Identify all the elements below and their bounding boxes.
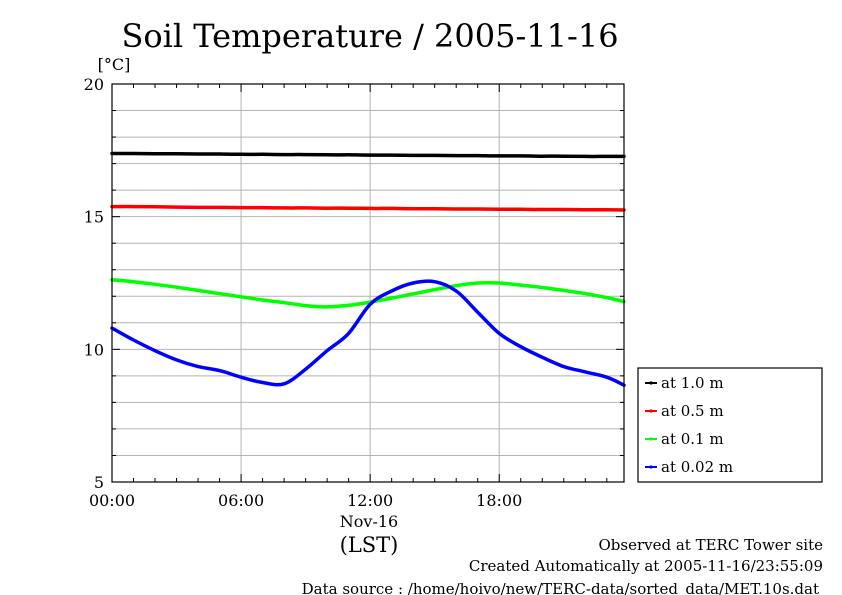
legend-box [637,367,823,483]
legend-label: at 0.02 m [661,458,733,476]
x-unit-label: (LST) [340,533,399,557]
legend-label: at 0.5 m [661,402,724,420]
legend-marker [649,465,653,469]
y-tick-label: 20 [84,75,104,94]
legend-label: at 1.0 m [661,374,724,392]
x-tick-label: 06:00 [218,491,264,510]
grid [111,83,624,483]
y-tick-labels: 20 15 10 5 [84,75,104,492]
series-line-at-0-1-m [110,278,626,309]
series-line-at-1-0-m [110,151,626,159]
x-tick-label: 00:00 [89,491,135,510]
y-tick-label: 5 [94,473,104,492]
x-tick-label: 12:00 [347,491,393,510]
y-tick-label: 10 [84,340,104,359]
x-tick-labels: 00:00 06:00 12:00 18:00 [89,491,522,510]
series-line-at-0-5-m [110,204,626,212]
series-lines [110,151,626,387]
plot-frame [111,83,625,483]
footer-site: Observed at TERC Tower site [598,536,823,554]
x-date-label: Nov-16 [340,512,398,531]
series-line-at-0-02-m [110,279,626,387]
footer-created: Created Automatically at 2005-11-16/23:5… [469,557,823,575]
footer-source: Data source : /home/hoivo/new/TERC-data/… [302,580,819,595]
chart-title: Soil Temperature / 2005-11-16 [121,17,618,55]
legend-items: at 1.0 m at 0.5 m at 0.1 m at 0.02 m [645,374,733,476]
legend-label: at 0.1 m [661,430,724,448]
x-tick-label: 18:00 [476,491,522,510]
y-axis-label: [°C] [98,55,131,74]
y-tick-label: 15 [84,208,104,227]
legend-marker [649,437,653,441]
legend: at 1.0 m at 0.5 m at 0.1 m at 0.02 m [637,367,823,483]
legend-marker [649,381,653,385]
legend-marker [649,409,653,413]
